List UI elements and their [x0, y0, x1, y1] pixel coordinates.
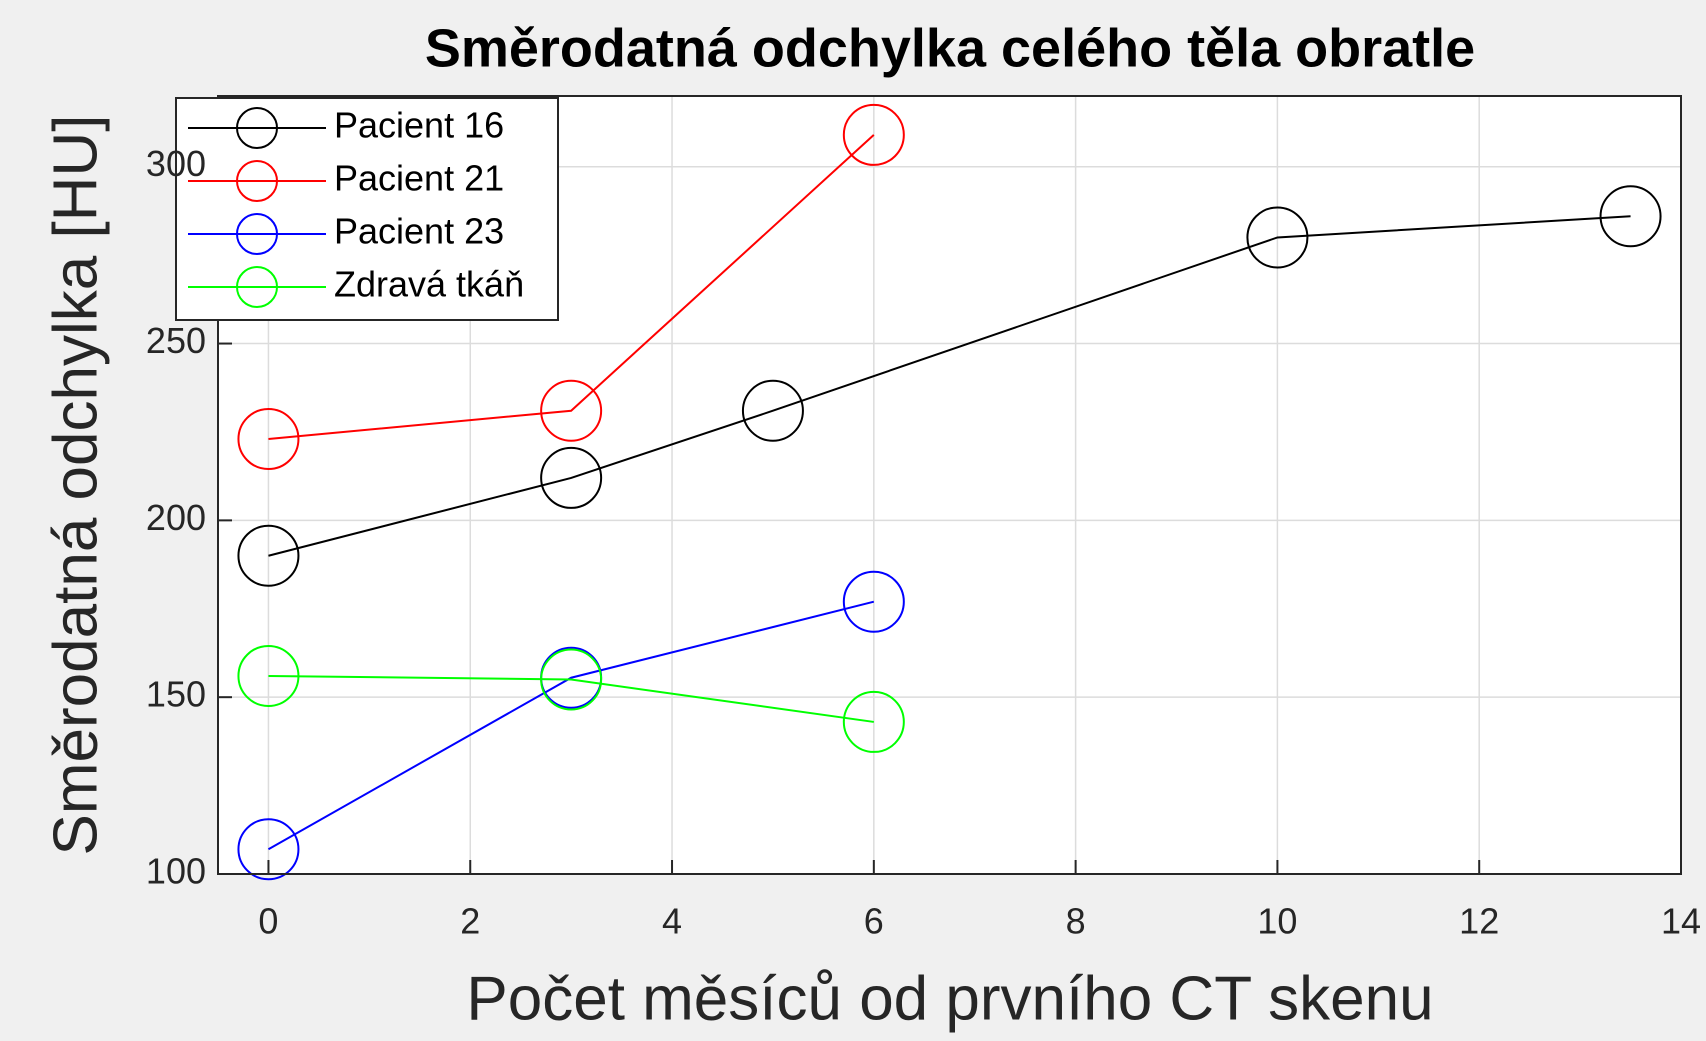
data-point: [842, 103, 905, 166]
y-tick-label: 300: [146, 143, 206, 184]
x-tick-label: 8: [1066, 901, 1086, 942]
data-point: [540, 648, 603, 711]
legend-label: Pacient 16: [334, 105, 504, 146]
data-point: [540, 446, 603, 509]
y-axis-label: Směrodatná odchylka [HU]: [41, 115, 110, 856]
data-point: [842, 570, 905, 633]
series-line: [268, 215, 1631, 557]
legend-box: [175, 97, 559, 321]
legend-label: Pacient 23: [334, 211, 504, 252]
data-point: [540, 379, 603, 442]
axes-box: [217, 95, 1682, 875]
data-point: [237, 818, 300, 881]
x-tick-label: 10: [1257, 901, 1297, 942]
x-tick-label: 0: [258, 901, 278, 942]
data-point: [1599, 185, 1662, 248]
x-axis-label: Počet měsíců od prvního CT skenu: [466, 964, 1433, 1033]
series-line: [268, 674, 874, 723]
data-point: [1246, 206, 1309, 269]
data-point: [741, 379, 804, 442]
legend-marker: [236, 160, 278, 202]
y-tick-label: 150: [146, 674, 206, 715]
legend-marker: [236, 266, 278, 308]
data-point: [237, 644, 300, 707]
data-point: [237, 408, 300, 471]
x-tick-label: 6: [864, 901, 884, 942]
y-tick-label: 100: [146, 851, 206, 892]
legend-label: Pacient 21: [334, 158, 504, 199]
data-point: [842, 690, 905, 753]
legend-label: Zdravá tkáň: [334, 264, 524, 305]
x-tick-label: 2: [460, 901, 480, 942]
y-tick-label: 250: [146, 320, 206, 361]
x-tick-label: 4: [662, 901, 682, 942]
series-line: [268, 134, 875, 441]
y-tick-label: 200: [146, 497, 206, 538]
chart-title: Směrodatná odchylka celého těla obratle: [425, 18, 1475, 78]
x-tick-label: 12: [1459, 901, 1499, 942]
legend-marker: [236, 213, 278, 255]
legend-marker: [236, 107, 278, 149]
x-tick-label: 14: [1661, 901, 1701, 942]
series-line: [267, 600, 875, 851]
data-point: [237, 524, 300, 587]
